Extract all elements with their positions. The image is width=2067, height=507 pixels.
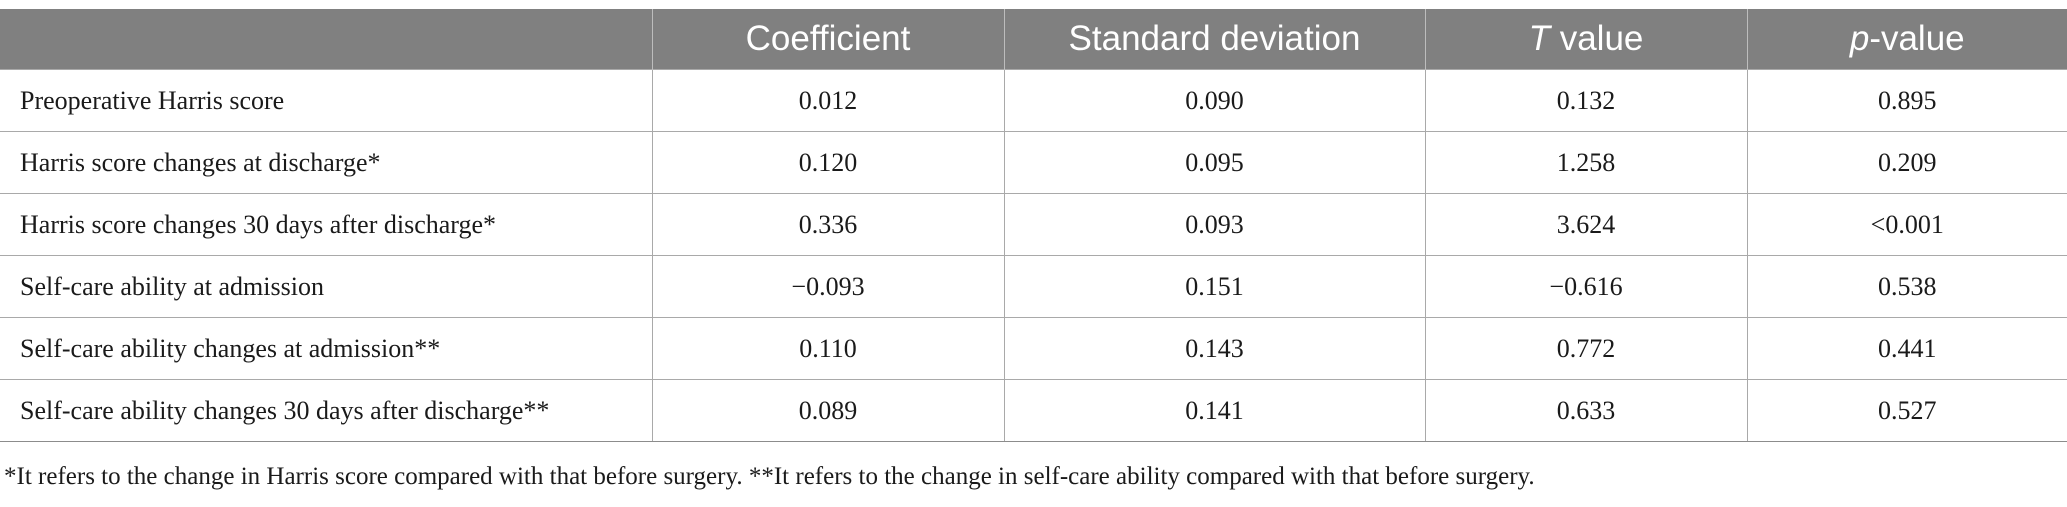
p-value-cell: 0.527: [1746, 379, 2067, 442]
header-p-letter: p: [1849, 19, 1870, 58]
table-row: Harris score changes 30 days after disch…: [0, 193, 2067, 256]
coefficient-cell: 0.110: [651, 317, 1005, 380]
sd-cell: 0.141: [1003, 379, 1426, 442]
coefficient-cell: 0.089: [651, 379, 1005, 442]
t-value-cell: 0.772: [1424, 317, 1748, 380]
regression-table: Coefficient Standard deviation T value p…: [0, 9, 2067, 442]
table-body: Preoperative Harris score 0.012 0.090 0.…: [0, 69, 2067, 442]
row-label: Harris score changes 30 days after disch…: [0, 193, 653, 256]
table-row: Self-care ability at admission −0.093 0.…: [0, 255, 2067, 318]
row-label: Preoperative Harris score: [0, 69, 653, 132]
header-t-letter: T: [1528, 19, 1550, 58]
t-value-cell: −0.616: [1424, 255, 1748, 318]
table-row: Harris score changes at discharge* 0.120…: [0, 131, 2067, 194]
header-t-value: T value: [1424, 9, 1748, 70]
t-value-cell: 0.633: [1424, 379, 1748, 442]
p-value-cell: <0.001: [1746, 193, 2067, 256]
p-value-cell: 0.209: [1746, 131, 2067, 194]
row-label: Self-care ability changes at admission**: [0, 317, 653, 380]
row-label: Harris score changes at discharge*: [0, 131, 653, 194]
p-value-cell: 0.441: [1746, 317, 2067, 380]
t-value-cell: 3.624: [1424, 193, 1748, 256]
table-row: Preoperative Harris score 0.012 0.090 0.…: [0, 69, 2067, 132]
header-standard-deviation: Standard deviation: [1003, 9, 1426, 70]
table-header: Coefficient Standard deviation T value p…: [0, 9, 2067, 70]
row-label: Self-care ability changes 30 days after …: [0, 379, 653, 442]
header-p-value: p-value: [1746, 9, 2067, 70]
regression-table-container: Coefficient Standard deviation T value p…: [0, 9, 2067, 442]
row-label: Self-care ability at admission: [0, 255, 653, 318]
coefficient-cell: −0.093: [651, 255, 1005, 318]
sd-cell: 0.093: [1003, 193, 1426, 256]
table-footnote: *It refers to the change in Harris score…: [4, 463, 1535, 490]
header-row: Coefficient Standard deviation T value p…: [0, 9, 2067, 70]
p-value-cell: 0.538: [1746, 255, 2067, 318]
table-row: Self-care ability changes at admission**…: [0, 317, 2067, 380]
coefficient-cell: 0.012: [651, 69, 1005, 132]
t-value-cell: 0.132: [1424, 69, 1748, 132]
sd-cell: 0.151: [1003, 255, 1426, 318]
sd-cell: 0.090: [1003, 69, 1426, 132]
p-value-cell: 0.895: [1746, 69, 2067, 132]
coefficient-cell: 0.336: [651, 193, 1005, 256]
sd-cell: 0.095: [1003, 131, 1426, 194]
coefficient-cell: 0.120: [651, 131, 1005, 194]
header-variable: [0, 9, 653, 70]
t-value-cell: 1.258: [1424, 131, 1748, 194]
header-t-suffix: value: [1549, 19, 1644, 58]
table-row: Self-care ability changes 30 days after …: [0, 379, 2067, 442]
header-p-suffix: -value: [1869, 19, 1965, 58]
header-coefficient: Coefficient: [651, 9, 1005, 70]
sd-cell: 0.143: [1003, 317, 1426, 380]
